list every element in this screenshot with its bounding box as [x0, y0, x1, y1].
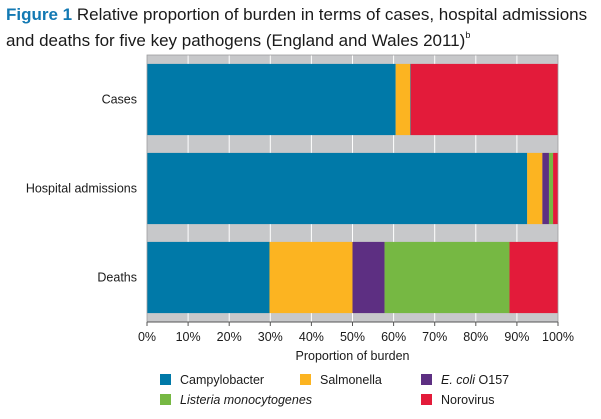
bar-deaths-e-coli-o157: [352, 241, 385, 314]
legend-item-salmonella: Salmonella: [300, 372, 382, 388]
legend-swatch-norovirus: [421, 394, 432, 405]
bar-deaths-listeria-monocytogenes: [384, 241, 510, 314]
category-label-cases: Cases: [102, 93, 137, 107]
bar-deaths-campylobacter: [147, 241, 270, 314]
bar-hospital-admissions-campylobacter: [147, 152, 528, 225]
legend-label-listeria: Listeria monocytogenes: [180, 393, 313, 407]
x-tick-label: 90%: [504, 330, 529, 344]
title-text: Relative proportion of burden in terms o…: [6, 5, 588, 50]
x-tick-label: 50%: [340, 330, 365, 344]
legend-swatch-ecoli: [421, 374, 432, 385]
title-superscript: b: [465, 30, 471, 40]
legend-label-salmonella: Salmonella: [320, 373, 382, 387]
legend-item-ecoli: E. coli O157: [421, 372, 509, 388]
x-tick-label: 80%: [463, 330, 488, 344]
x-tick-label: 30%: [258, 330, 283, 344]
legend-swatch-salmonella: [300, 374, 311, 385]
legend-swatch-campylobacter: [160, 374, 171, 385]
bar-hospital-admissions-norovirus: [553, 152, 558, 225]
bar-cases-norovirus: [410, 63, 558, 136]
bar-hospital-admissions-salmonella: [527, 152, 543, 225]
x-tick-label: 100%: [542, 330, 574, 344]
x-tick-label: 60%: [381, 330, 406, 344]
category-label-deaths: Deaths: [97, 271, 137, 285]
legend-label-ecoli-rest: O157: [475, 373, 510, 387]
x-tick-label: 10%: [176, 330, 201, 344]
x-axis-title: Proportion of burden: [296, 349, 410, 363]
bar-deaths-norovirus: [509, 241, 558, 314]
legend-swatch-listeria: [160, 394, 171, 405]
chart-title: Figure 1 Relative proportion of burden i…: [6, 4, 598, 51]
legend-item-listeria: Listeria monocytogenes: [160, 392, 312, 408]
category-label-hospital-admissions: Hospital admissions: [26, 182, 137, 196]
bar-hospital-admissions-e-coli-o157: [542, 152, 549, 225]
x-tick-label: 70%: [422, 330, 447, 344]
figure-label: Figure 1: [6, 5, 73, 24]
bar-cases-campylobacter: [147, 63, 396, 136]
legend-item-norovirus: Norovirus: [421, 392, 495, 408]
legend-label-norovirus: Norovirus: [441, 393, 495, 407]
stacked-bar-chart: Cases Hospital admissions Deaths 0% 10% 20% 30…: [26, 54, 574, 363]
legend-label-ecoli-italic: E. coli: [441, 373, 476, 387]
x-tick-label: 40%: [299, 330, 324, 344]
x-tick-label: 0%: [138, 330, 156, 344]
bar-deaths-salmonella: [269, 241, 353, 314]
bar-cases-salmonella: [395, 63, 411, 136]
bar-hospital-admissions-listeria-monocytogenes: [548, 152, 554, 225]
legend-item-campylobacter: Campylobacter: [160, 372, 264, 388]
x-tick-label: 20%: [217, 330, 242, 344]
legend-label-campylobacter: Campylobacter: [180, 373, 265, 387]
